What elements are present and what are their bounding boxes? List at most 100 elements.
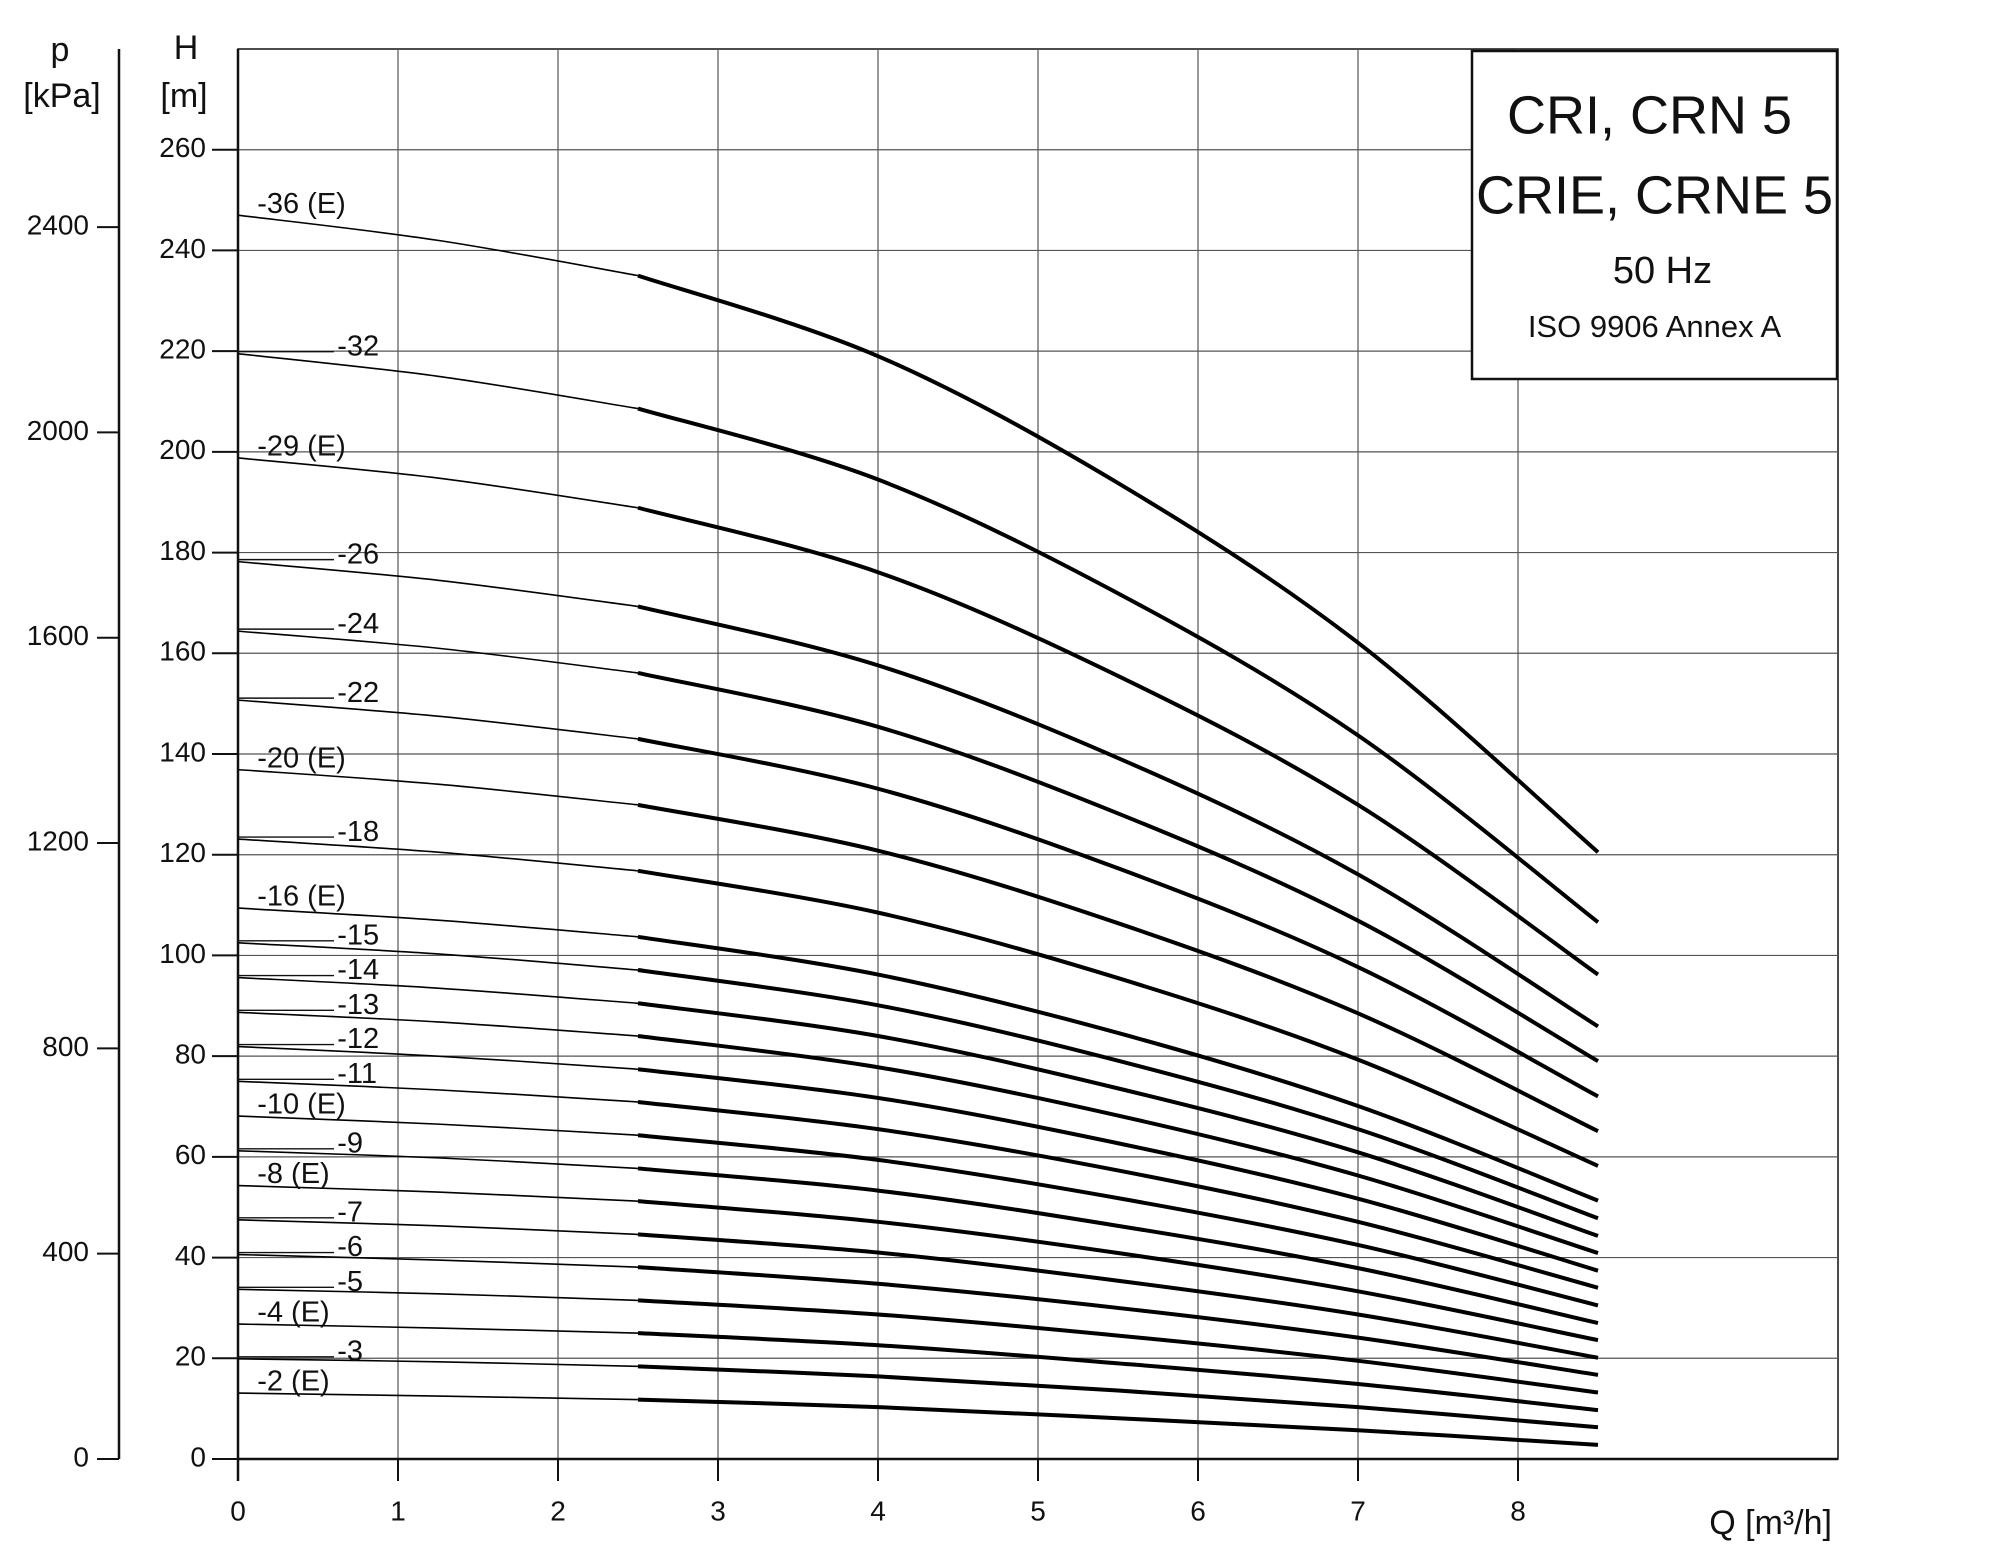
curve-label: -22 (337, 677, 379, 709)
curve-label: -10 (E) (257, 1089, 346, 1121)
curve-label: -13 (337, 989, 379, 1021)
y-tick-label: 140 (159, 736, 206, 767)
curve-thin (237, 768, 639, 806)
x-tick-label: 7 (1350, 1495, 1366, 1526)
curve-thin (237, 352, 639, 410)
curve-thick (637, 273, 1600, 854)
curve-thick (637, 1199, 1599, 1343)
y2-tick-label: 2400 (27, 210, 89, 241)
title-box (1470, 49, 1839, 381)
curve-thin (237, 1184, 639, 1202)
curve-thick (637, 1397, 1599, 1447)
y-tick-label: 200 (159, 434, 206, 465)
y-tick-label: 240 (159, 233, 206, 264)
curve-label: -29 (E) (257, 431, 346, 463)
curve-label: -12 (337, 1023, 379, 1055)
y2-tick-label: 2000 (27, 415, 89, 446)
curve-thin (237, 457, 639, 509)
title-line: CRIE, CRNE 5 (1476, 165, 1833, 225)
curve-thin (237, 976, 639, 1005)
y2-tick-label: 1600 (27, 620, 89, 651)
curve-thick (637, 1067, 1599, 1273)
x-tick-label: 1 (390, 1495, 406, 1526)
x-tick-label: 0 (230, 1495, 246, 1526)
curve-label: -32 (337, 330, 379, 362)
y-tick-label: 0 (190, 1441, 206, 1472)
curve-thin (237, 942, 639, 971)
curve-thick (637, 604, 1600, 1029)
curve-thick (637, 1364, 1599, 1430)
curve-thick (637, 736, 1599, 1099)
y-tick-label: 160 (159, 636, 206, 667)
y-tick-label: 260 (159, 132, 206, 163)
curve-thin (237, 838, 639, 872)
curve-thick (637, 868, 1599, 1168)
curve-thick (637, 406, 1600, 924)
curve-thick (637, 802, 1599, 1133)
y2-axis-unit: [kPa] (23, 77, 100, 115)
x-tick-label: 2 (550, 1495, 566, 1526)
curve-thick (637, 670, 1600, 1063)
curve-thick (637, 1265, 1599, 1377)
curve-label: -5 (337, 1266, 363, 1298)
curve-label: -26 (337, 538, 379, 570)
curve-thin (237, 907, 639, 938)
y-tick-label: 120 (159, 837, 206, 868)
curve-thick (637, 505, 1600, 977)
curve-thin (237, 630, 639, 674)
y-tick-label: 80 (175, 1039, 206, 1070)
y2-tick-label: 0 (73, 1441, 89, 1472)
x-tick-label: 8 (1510, 1495, 1526, 1526)
x-tick-label: 5 (1030, 1495, 1046, 1526)
curve-label: -16 (E) (257, 881, 346, 913)
curve-thick (637, 1133, 1599, 1308)
curve-thick (637, 1298, 1599, 1395)
subtitle: ISO 9906 Annex A (1528, 309, 1782, 344)
curve-label: -9 (337, 1127, 363, 1159)
y-axis-unit: [m] (160, 77, 207, 115)
curve-thick (637, 1232, 1599, 1360)
curve-thick (637, 934, 1599, 1203)
curve-thin (237, 1323, 639, 1334)
y-tick-label: 60 (175, 1139, 206, 1170)
curve-thin (237, 1253, 639, 1268)
y2-axis-label: p (51, 31, 70, 69)
y2-tick-label: 1200 (27, 825, 89, 856)
curve-thick (637, 1034, 1599, 1255)
curve-thin (237, 1011, 639, 1037)
y-tick-label: 180 (159, 535, 206, 566)
curve-label: -36 (E) (257, 188, 346, 220)
curve-label: -4 (E) (257, 1297, 330, 1329)
curve-thin (237, 560, 639, 608)
y-tick-label: 220 (159, 334, 206, 365)
curve-label: -15 (337, 919, 379, 951)
curve-thick (637, 1331, 1599, 1413)
y-tick-label: 20 (175, 1341, 206, 1372)
curve-thick (637, 968, 1599, 1221)
curve-label: -8 (E) (257, 1158, 330, 1190)
curve-label: -24 (337, 608, 379, 640)
curve-thick (637, 1099, 1599, 1290)
y2-tick-label: 400 (42, 1236, 89, 1267)
x-tick-label: 4 (870, 1495, 886, 1526)
y-tick-label: 100 (159, 938, 206, 969)
curve-thin (237, 214, 639, 277)
x-axis-label: Q [m³/h] (1709, 1504, 1832, 1542)
curve-thick (637, 1166, 1599, 1325)
curve-label: -7 (337, 1196, 363, 1228)
curve-label: -20 (E) (257, 742, 346, 774)
y2-tick-label: 800 (42, 1031, 89, 1062)
y-axis-label: H (174, 29, 199, 67)
x-tick-label: 6 (1190, 1495, 1206, 1526)
x-tick-label: 3 (710, 1495, 726, 1526)
curve-thin (237, 1288, 639, 1302)
curve-thin (237, 1045, 639, 1071)
curve-thin (237, 1150, 639, 1170)
curve-thin (237, 1392, 639, 1401)
curve-thick (637, 1001, 1599, 1238)
y-tick-label: 40 (175, 1240, 206, 1271)
subtitle: 50 Hz (1613, 250, 1712, 292)
curve-thin (237, 699, 639, 740)
